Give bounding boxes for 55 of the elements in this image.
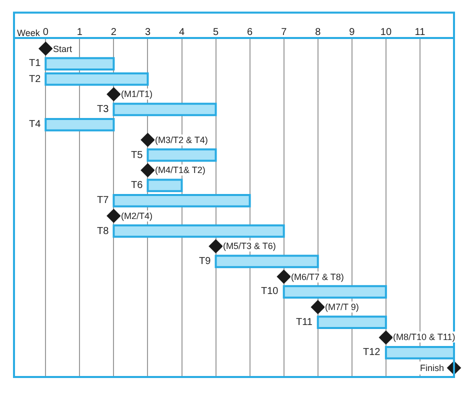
point	[140, 163, 155, 178]
bar	[112, 102, 217, 116]
point	[310, 300, 326, 314]
bar	[112, 194, 251, 208]
x-tick-label: 7	[281, 27, 288, 38]
x-tick-label: 3	[144, 27, 151, 38]
y-tick-label: (M1/T1)	[121, 89, 153, 99]
bar	[44, 118, 115, 132]
y-tick-label: T3	[97, 104, 110, 115]
y-tick-label: T10	[261, 286, 279, 297]
y-tick-label: T5	[131, 150, 144, 161]
point	[106, 208, 121, 224]
x-tick-label: 9	[349, 27, 356, 38]
point	[106, 87, 121, 102]
y-tick-label: T1	[29, 58, 42, 69]
y-tick-label: (M7/T 9)	[325, 302, 359, 312]
x-tick-label: 11	[414, 27, 426, 38]
y-tick-label: T12	[363, 347, 381, 358]
y-tick-label: (M4/T1& T2)	[155, 165, 206, 175]
y-tick-label: T6	[131, 180, 144, 191]
y-tick-label: Start	[53, 44, 73, 54]
point	[378, 330, 394, 345]
x-tick-label: 5	[213, 27, 220, 38]
y-tick-label: (M2/T4)	[121, 211, 153, 221]
x-tick-label: 0	[42, 27, 49, 38]
y-tick-label: Finish	[420, 363, 444, 373]
point	[208, 239, 223, 254]
x-tick-label: 6	[247, 27, 254, 38]
bar	[214, 254, 319, 268]
x-tick-label: 8	[315, 27, 322, 38]
y-tick-label: (M6/T7 & T8)	[291, 272, 344, 282]
point	[140, 132, 155, 147]
bar	[44, 72, 149, 86]
y-tick-label: T8	[97, 226, 110, 237]
y-tick-label: (M8/T10 & T11)	[393, 332, 456, 342]
x-axis-title: Week	[17, 28, 40, 38]
bar	[44, 57, 115, 71]
x-tick-label: 1	[76, 27, 83, 38]
y-tick-label: T4	[29, 119, 42, 130]
x-tick-label: 10	[380, 27, 392, 38]
x-tick-label: 4	[178, 27, 185, 38]
y-tick-label: (M3/T2 & T4)	[155, 135, 208, 145]
bar	[282, 285, 387, 299]
bar	[316, 316, 387, 329]
point	[276, 270, 291, 284]
y-tick-label: T7	[97, 195, 110, 206]
y-tick-label: (M5/T3 & T6)	[223, 241, 276, 251]
y-tick-label: T9	[199, 256, 212, 267]
bar	[146, 178, 183, 192]
point	[38, 41, 53, 56]
bar	[146, 148, 217, 162]
y-tick-label: T11	[296, 317, 313, 328]
bar	[112, 224, 285, 238]
x-tick-label: 2	[110, 27, 117, 38]
y-tick-label: T2	[29, 74, 42, 85]
